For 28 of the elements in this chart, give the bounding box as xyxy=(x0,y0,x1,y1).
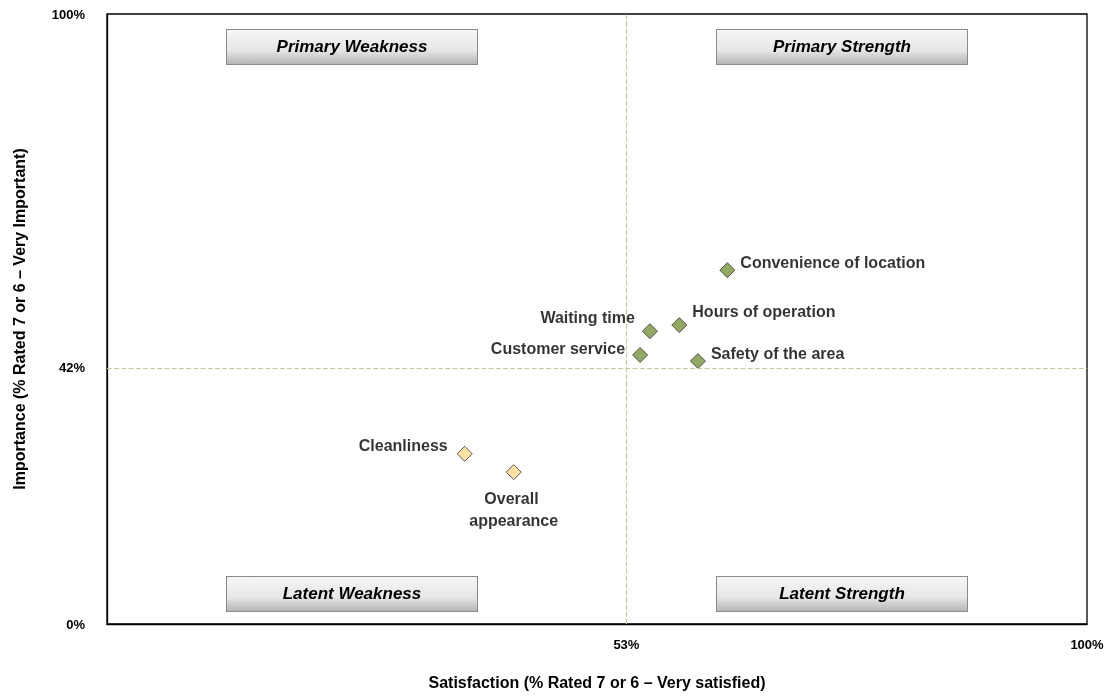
annotation: Primary Weakness xyxy=(276,37,428,57)
point xyxy=(632,346,649,363)
data-label: Hours of operation xyxy=(692,302,836,320)
data-label: Safety of the area xyxy=(710,344,845,362)
point xyxy=(456,445,473,462)
label-box: Primary Strength xyxy=(716,29,968,65)
label-box: Latent Weakness xyxy=(226,576,478,612)
point xyxy=(689,353,706,370)
y-tick-label: 42% xyxy=(58,360,86,376)
label-box: Latent Strength xyxy=(716,576,968,612)
annotation: Primary Strength xyxy=(773,37,911,57)
data-label: Overall appearance xyxy=(469,489,559,529)
data-label: Cleanliness xyxy=(358,437,448,455)
annotation: Latent Weakness xyxy=(282,584,422,604)
point xyxy=(641,323,658,340)
data-label: Waiting time xyxy=(540,308,636,326)
point xyxy=(505,464,522,481)
y-axis-title: Importance (% Rated 7 or 6 – Very Important) xyxy=(10,148,28,490)
y-tick-label: 100% xyxy=(51,6,86,22)
x-axis-title: Satisfaction (% Rated 7 or 6 – Very satisfied) xyxy=(428,673,766,691)
point xyxy=(719,262,736,279)
annotation: Latent Strength xyxy=(779,584,905,604)
y-tick-label: 0% xyxy=(66,616,86,632)
label-box: Primary Weakness xyxy=(226,29,478,65)
x-tick-label: 53% xyxy=(613,637,640,652)
point xyxy=(671,317,688,334)
data-label: Convenience of location xyxy=(740,253,926,271)
data-label: Customer service xyxy=(490,340,626,358)
